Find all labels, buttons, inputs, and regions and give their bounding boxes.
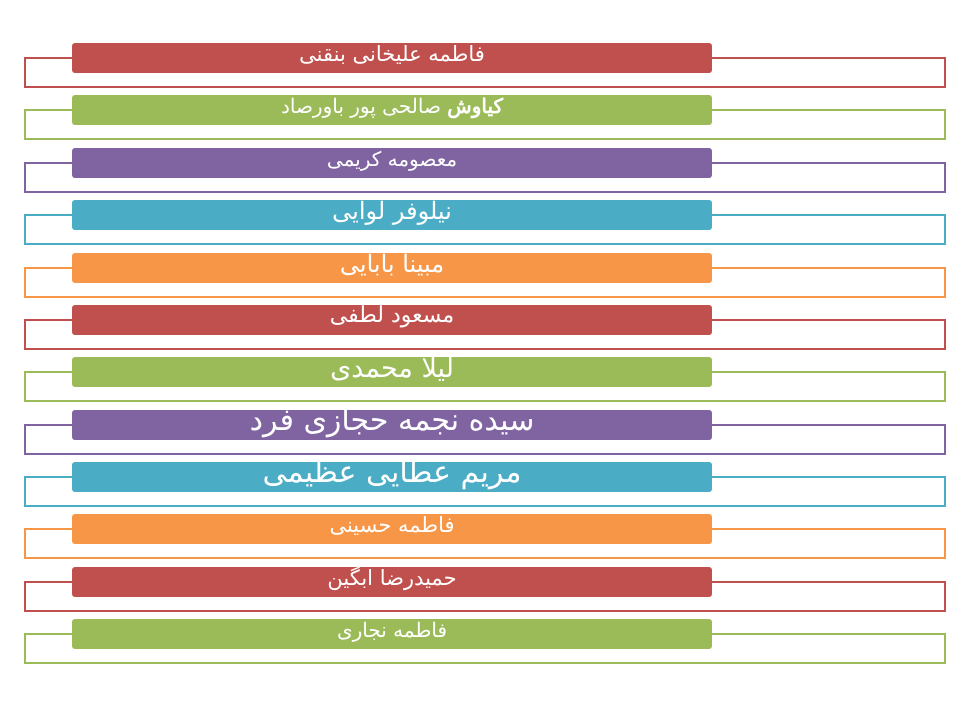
item-label: مریم عطایی عظیمی [263, 462, 522, 488]
item-name: معصومه کریمی [326, 148, 458, 171]
list-item: فاطمه علیخانی بنقنی [0, 43, 960, 91]
item-bar: فاطمه نجاری [72, 619, 712, 649]
item-name: فاطمه علیخانی بنقنی [299, 43, 485, 66]
item-bar: کیاوش صالحی پور باورصاد [72, 95, 712, 125]
list-item: نیلوفر لوایی [0, 200, 960, 248]
item-label: کیاوش صالحی پور باورصاد [281, 96, 503, 116]
list-item: کیاوش صالحی پور باورصاد [0, 95, 960, 143]
item-name: مسعود لطفی [329, 305, 455, 328]
item-label: حمیدرضا ابگین [327, 567, 457, 590]
item-name: سیده نجمه حجازی فرد [249, 410, 535, 438]
item-name: حمیدرضا ابگین [327, 567, 457, 590]
list-item: فاطمه نجاری [0, 619, 960, 667]
item-name: فاطمه حسینی [329, 514, 455, 537]
item-bar: مریم عطایی عظیمی [72, 462, 712, 492]
list-item: مسعود لطفی [0, 305, 960, 353]
item-name: لیلا محمدی [330, 357, 454, 384]
item-bar: فاطمه علیخانی بنقنی [72, 43, 712, 73]
item-label: فاطمه علیخانی بنقنی [299, 43, 485, 66]
list-item: حمیدرضا ابگین [0, 567, 960, 615]
item-bar: مبینا بابایی [72, 253, 712, 283]
item-bar: فاطمه حسینی [72, 514, 712, 544]
item-name-bold: کیاوش [447, 95, 504, 118]
item-name: نیلوفر لوایی [332, 200, 452, 225]
item-name: صالحی پور باورصاد [280, 95, 441, 118]
list-item: مبینا بابایی [0, 253, 960, 301]
list-item: معصومه کریمی [0, 148, 960, 196]
item-name: مبینا بابایی [339, 253, 445, 278]
item-label: معصومه کریمی [327, 149, 457, 169]
item-bar: نیلوفر لوایی [72, 200, 712, 230]
item-name: فاطمه نجاری [336, 619, 448, 642]
item-bar: معصومه کریمی [72, 148, 712, 178]
item-name: مریم عطایی عظیمی [262, 462, 522, 490]
item-bar: سیده نجمه حجازی فرد [72, 410, 712, 440]
item-label: نیلوفر لوایی [332, 200, 452, 223]
item-label: مبینا بابایی [340, 253, 444, 276]
item-label: فاطمه حسینی [329, 514, 455, 537]
item-label: لیلا محمدی [330, 357, 454, 382]
item-bar: لیلا محمدی [72, 357, 712, 387]
item-bar: حمیدرضا ابگین [72, 567, 712, 597]
list-item: سیده نجمه حجازی فرد [0, 410, 960, 458]
list-item: فاطمه حسینی [0, 514, 960, 562]
item-bar: مسعود لطفی [72, 305, 712, 335]
item-label: سیده نجمه حجازی فرد [250, 410, 535, 436]
item-label: فاطمه نجاری [337, 620, 447, 640]
list-item: لیلا محمدی [0, 357, 960, 405]
list-item: مریم عطایی عظیمی [0, 462, 960, 510]
item-label: مسعود لطفی [330, 305, 454, 327]
